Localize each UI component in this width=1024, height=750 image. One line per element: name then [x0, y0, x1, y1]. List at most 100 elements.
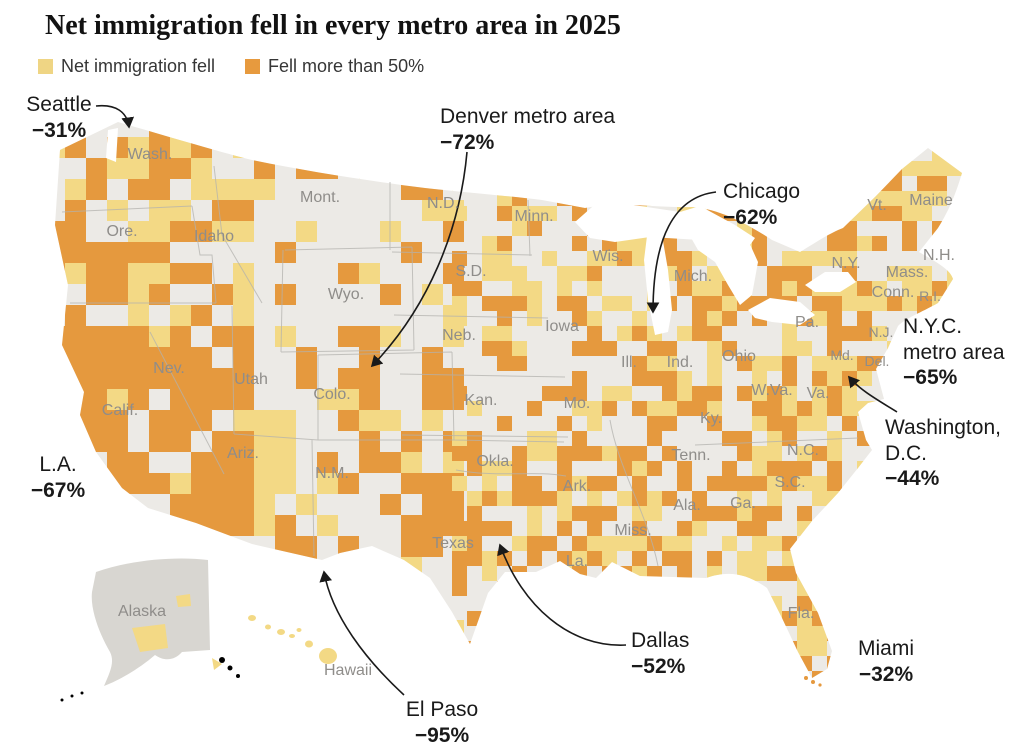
- state-label-del: Del.: [864, 353, 890, 369]
- state-borders: [61, 165, 859, 567]
- state-label-ariz: Ariz.: [227, 445, 259, 462]
- annotation-place: Chicago: [723, 180, 801, 203]
- state-label-ga: Ga.: [730, 495, 756, 512]
- annotation-place: L.A.: [39, 453, 77, 476]
- arrow-denver: [370, 151, 468, 368]
- annotation-place: El Paso: [405, 698, 479, 721]
- arrow-dallas: [497, 543, 627, 646]
- state-label-ark: Ark.: [562, 478, 592, 495]
- annotation-miami: Miami −32%: [840, 636, 932, 687]
- arrow-chicago: [646, 191, 717, 314]
- state-label-mont: Mont.: [299, 189, 341, 206]
- state-label-nc: N.C.: [787, 442, 819, 459]
- legend-swatch-fell-more-50: [245, 59, 261, 74]
- annotation-value: −52%: [631, 654, 686, 678]
- state-label-nm: N.M.: [315, 465, 349, 482]
- state-label-wyo: Wyo.: [327, 286, 365, 303]
- great-lakes: [106, 128, 856, 335]
- state-label-maine: Maine: [909, 192, 953, 209]
- alaska-inset: [60, 558, 240, 702]
- annotation-value: −32%: [858, 662, 914, 686]
- state-label-ohio: Ohio: [722, 348, 756, 365]
- state-label-nd: N.D.: [427, 195, 459, 212]
- legend-label-fell: Net immigration fell: [61, 56, 216, 76]
- annotation-dallas: Dallas −52%: [631, 628, 741, 679]
- annotation-nyc: N.Y.C. metro area −65%: [903, 314, 1015, 391]
- state-label-wis: Wis.: [592, 248, 624, 265]
- legend: Net immigration fell Fell more than 50%: [38, 56, 424, 77]
- florida-keys: [804, 676, 822, 687]
- state-label-ill: Ill.: [621, 354, 637, 371]
- state-label-ala: Ala.: [673, 497, 701, 514]
- state-label-ri: R.I.: [919, 288, 941, 304]
- puget-sound: [106, 128, 118, 162]
- state-label-conn: Conn.: [871, 284, 915, 301]
- annotation-place: Miami: [858, 637, 914, 660]
- state-label-kan: Kan.: [464, 392, 498, 409]
- state-label-la: La.: [565, 553, 589, 570]
- annotation-chicago: Chicago −62%: [723, 179, 843, 230]
- state-label-nh: N.H.: [923, 247, 955, 264]
- annotation-place: Dallas: [631, 629, 690, 652]
- annotation-seattle: Seattle −31%: [14, 92, 104, 143]
- annotation-value: −62%: [723, 205, 778, 229]
- alaska-panhandle-dot: [236, 674, 240, 678]
- hawaii-inset: [248, 615, 337, 664]
- annotation-value: −95%: [414, 723, 470, 747]
- state-label-pa: Pa.: [794, 314, 820, 331]
- state-label-idaho: Idaho: [193, 228, 235, 245]
- alaska-metro-fell: [132, 624, 168, 652]
- state-label-colo: Colo.: [313, 386, 351, 403]
- state-label-ny: N.Y.: [831, 255, 861, 272]
- annotation-denver: Denver metro area −72%: [440, 104, 660, 155]
- state-label-texas: Texas: [432, 535, 474, 552]
- state-label-sd: S.D.: [455, 263, 487, 280]
- state-label-nev: Nev.: [153, 360, 185, 377]
- state-label-ky: Ky.: [700, 410, 722, 427]
- state-label-fla: Fla.: [787, 605, 815, 622]
- state-label-wva: W.Va.: [751, 382, 793, 399]
- arrow-washington-dc: [847, 375, 898, 413]
- state-label-hawaii: Hawaii: [323, 662, 373, 679]
- legend-label-fell-more-50: Fell more than 50%: [268, 56, 425, 76]
- state-label-tenn: Tenn.: [671, 447, 711, 464]
- state-label-nj: N.J.: [868, 324, 894, 340]
- lake-ontario: [805, 272, 856, 292]
- annotation-value: −67%: [30, 478, 86, 502]
- state-label-ore: Ore.: [106, 223, 138, 240]
- aleutian-dot: [60, 698, 64, 702]
- lake-erie: [748, 298, 815, 325]
- state-label-mich: Mich.: [673, 268, 713, 285]
- state-label-ind: Ind.: [666, 354, 694, 371]
- annotation-value: −31%: [31, 118, 87, 142]
- state-label-calif: Calif.: [101, 402, 139, 419]
- state-label-mo: Mo.: [563, 395, 591, 412]
- state-label-alaska: Alaska: [117, 603, 167, 620]
- annotation-place: Washington, D.C.: [885, 416, 1001, 465]
- state-label-mass: Mass.: [885, 264, 929, 281]
- alaska-metro-fell: [176, 594, 191, 607]
- state-label-md: Md.: [830, 347, 854, 363]
- state-label-minn: Minn.: [514, 208, 554, 225]
- alaska-landmass: [91, 558, 210, 686]
- legend-item-fell-more-50: Fell more than 50%: [245, 56, 424, 77]
- annotation-washington-dc: Washington, D.C. −44%: [885, 415, 1015, 492]
- annotation-value: −44%: [885, 467, 940, 491]
- arrow-seattle: [95, 104, 135, 129]
- annotation-value: −72%: [440, 130, 495, 154]
- arrow-el-paso: [319, 570, 405, 696]
- aleutian-dot: [80, 691, 84, 695]
- legend-item-fell: Net immigration fell: [38, 56, 215, 77]
- alaska-metro-fell: [212, 658, 222, 670]
- lake-huron: [690, 226, 758, 305]
- legend-swatch-fell: [38, 59, 53, 74]
- state-label-okla: Okla.: [476, 453, 514, 470]
- alaska-panhandle-dot: [219, 657, 225, 663]
- state-label-sc: S.C.: [774, 474, 806, 491]
- state-label-iowa: Iowa: [545, 318, 579, 335]
- state-label-wash: Wash.: [127, 146, 173, 163]
- state-label-va: Va.: [806, 385, 830, 402]
- annotation-place: Denver metro area: [440, 105, 616, 128]
